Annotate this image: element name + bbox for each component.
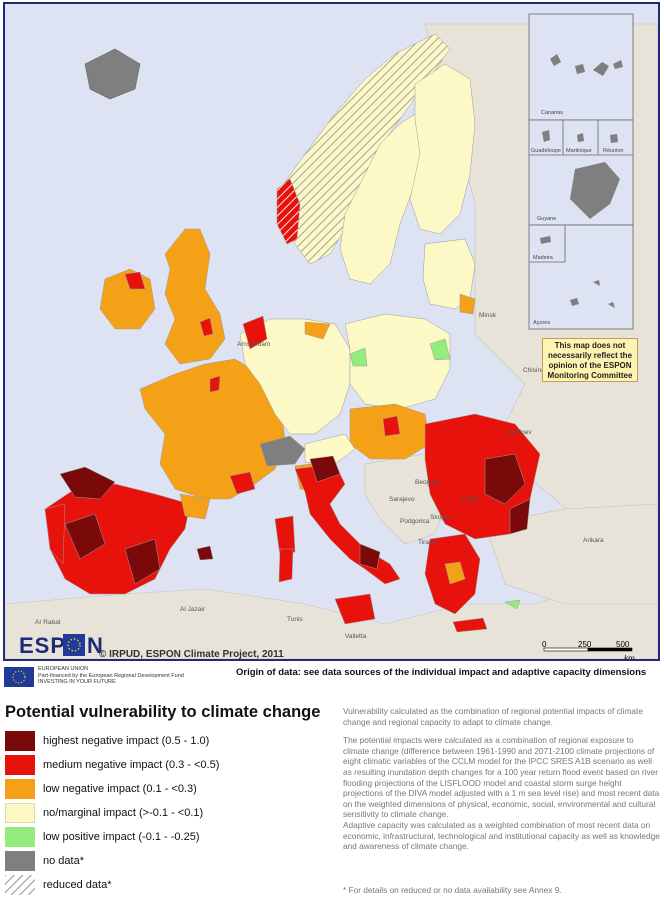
inset-label-canarias: Canarias [541,110,563,116]
inset-label-guyane: Guyane [537,216,556,222]
iberia [44,466,214,595]
description-paragraph: The potential impacts were calculated as… [343,735,660,820]
city-label-amsterdam: Amsterdam [237,341,270,348]
disclaimer-line: opinion of the ESPON [548,361,632,370]
scale-bar: 0 250 500 km [542,640,635,661]
inset-label-madeira: Madeira [533,255,554,261]
city-label-tirana: Tirana [418,539,437,546]
method-description: Vulnerability calculated as the combinat… [343,706,661,860]
city-label-chisinau: Chisinau [523,367,549,374]
legend-label: no data* [43,855,84,867]
description-paragraph: Vulnerability calculated as the combinat… [343,706,643,727]
legend-swatch [5,779,35,799]
city-label-ankara: Ankara [583,537,604,544]
espon-star-icon [63,634,85,656]
scale-tick-500: 500 [616,640,630,649]
eu-funding-row: EUROPEAN UNION Part-financed by the Euro… [4,665,660,691]
disclaimer-line: necessarily reflect the [547,351,633,360]
southeast-europe [424,413,541,633]
inset-label-guadeloupe: Guadeloupe [531,148,561,154]
city-label-tunis: Tunis [287,616,303,623]
inset-label-reunion: Réunion [603,148,624,154]
city-label-valletta: Valletta [345,633,367,640]
city-label-ar-rabat: Ar Rabat [35,619,61,626]
legend-title: Potential vulnerability to climate chang… [5,703,321,721]
city-label-sofiya: Sofiya [460,496,478,503]
eu-line: INVESTING IN YOUR FUTURE [38,679,116,685]
inset-panels: Canarias Guadeloupe Martinique Réunion G… [528,13,634,330]
disclaimer-line: Monitoring Committee [547,371,633,380]
data-origin-note: Origin of data: see data sources of the … [236,667,647,678]
legend-swatch [5,755,35,775]
legend-swatch [5,731,35,751]
legend-swatch [5,827,35,847]
legend-label: low positive impact (-0.1 - -0.25) [43,831,200,843]
scale-tick-0: 0 [542,640,547,649]
inset-label-martinique: Martinique [566,148,592,154]
eu-line: EUROPEAN UNION [38,666,89,672]
footnote: * For details on reduced or no data avai… [343,885,562,895]
city-label-sarajevo: Sarajevo [389,496,415,503]
city-label-al-jazair: Al Jazair [180,606,206,613]
british-isles [99,228,226,365]
city-label-minsk: Minsk [479,312,497,319]
legend-swatch [5,851,35,871]
espon-logo-text-end: N [87,633,104,658]
eu-funding-text: EUROPEAN UNION Part-financed by the Euro… [38,666,184,686]
legend-label: low negative impact (0.1 - <0.3) [43,783,197,795]
city-label-podgorica: Podgorica [400,518,430,525]
scale-tick-250: 250 [578,640,592,649]
nordic-regions [276,33,476,315]
legend-label: reduced data* [43,879,112,891]
copyright-credit: © IRPUD, ESPON Climate Project, 2011 [99,649,284,660]
city-labels: Minsk Kishinev Beograd Sarajevo Podgoric… [35,312,604,640]
map-frame: Canarias Guadeloupe Martinique Réunion G… [3,2,660,661]
legend-swatch [5,803,35,823]
legend-label: no/marginal impact (>-0.1 - <0.1) [43,807,204,819]
espon-logo-text: ESP [19,633,67,658]
legend-label: highest negative impact (0.5 - 1.0) [43,735,210,747]
disclaimer-box: This map does not necessarily reflect th… [542,338,638,382]
espon-logo: ESP N [19,633,103,659]
legend-swatch-hatch [5,875,35,895]
europe-map: Canarias Guadeloupe Martinique Réunion G… [5,4,658,659]
city-label-kishinev: Kishinev [507,429,532,436]
eu-flag-icon [4,667,34,687]
city-label-beograd: Beograd [415,479,440,486]
italy [274,455,401,625]
eu-line: Part-financed by the European Regional D… [38,672,184,679]
city-label-skopje: Skopje [430,514,450,521]
legend-label: medium negative impact (0.3 - <0.5) [43,759,220,771]
scale-unit: km [624,654,635,661]
description-paragraph: Adaptive capacity was calculated as a we… [343,819,660,852]
disclaimer-line: This map does not [554,341,626,350]
inset-label-acores: Açores [533,320,550,326]
